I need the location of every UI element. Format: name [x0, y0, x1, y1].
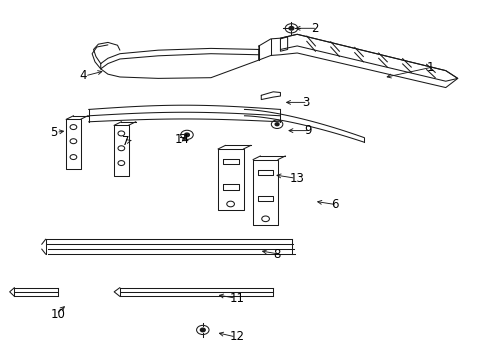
Circle shape [275, 123, 279, 126]
Text: 5: 5 [50, 126, 58, 139]
Text: 4: 4 [79, 69, 86, 82]
Text: 11: 11 [230, 292, 244, 305]
Text: 12: 12 [230, 330, 244, 343]
Text: 3: 3 [302, 96, 309, 109]
Text: 7: 7 [122, 135, 129, 148]
Text: 14: 14 [175, 133, 190, 146]
Circle shape [288, 27, 293, 30]
Text: 13: 13 [289, 172, 305, 185]
Text: 6: 6 [330, 198, 338, 211]
Text: 9: 9 [304, 124, 311, 137]
Text: 8: 8 [273, 248, 280, 261]
Text: 10: 10 [50, 307, 65, 320]
Circle shape [200, 328, 205, 332]
Text: 2: 2 [311, 22, 319, 35]
Text: 1: 1 [426, 60, 433, 73]
Circle shape [184, 133, 189, 136]
